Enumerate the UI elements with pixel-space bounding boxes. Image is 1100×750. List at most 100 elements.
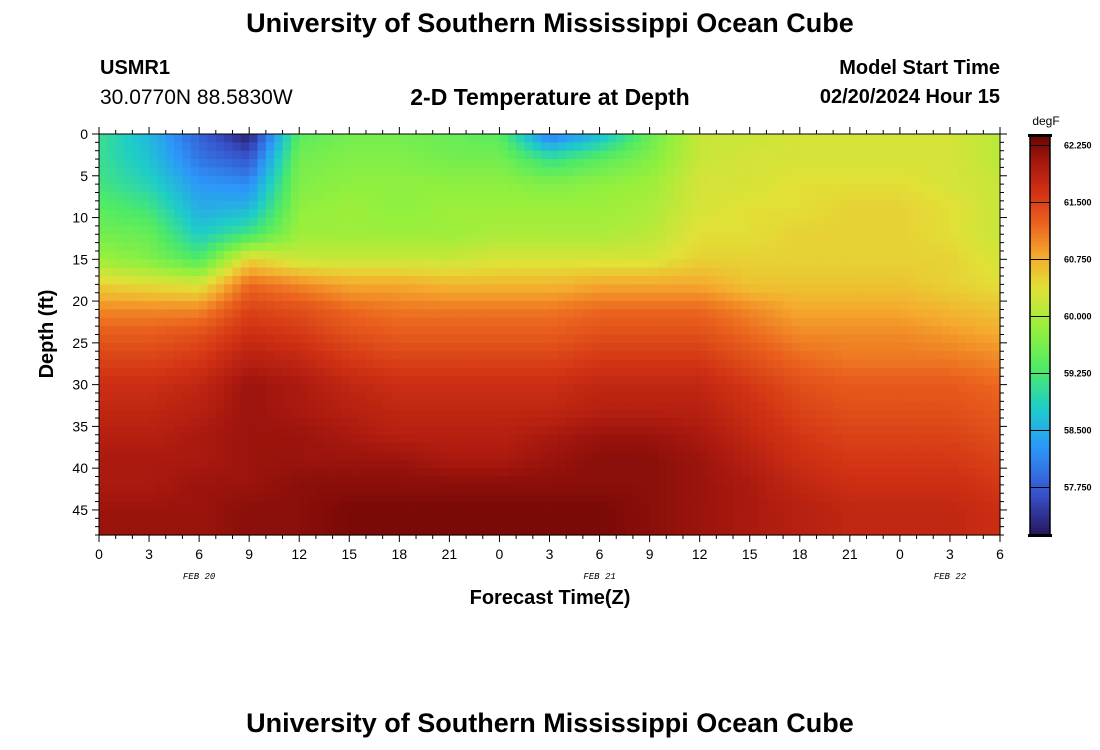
heatmap-cell [883,418,893,427]
heatmap-cell [899,326,909,336]
heatmap-cell [449,276,459,285]
heatmap-cell [516,501,526,511]
heatmap-cell [674,159,684,169]
heatmap-cell [190,468,200,478]
heatmap-cell [382,384,392,394]
heatmap-cell [616,301,626,311]
heatmap-cell [165,250,175,260]
heatmap-cell [390,184,400,194]
heatmap-cell [966,468,976,478]
heatmap-cell [949,301,959,311]
heatmap-cell [474,401,484,411]
heatmap-cell [424,267,434,277]
heatmap-cell [466,326,476,336]
heatmap-cell [674,217,684,227]
heatmap-cell [174,434,184,444]
heatmap-cell [449,509,459,519]
heatmap-cell [991,367,1001,377]
heatmap-cell [741,476,751,486]
heatmap-cell [791,267,801,277]
heatmap-cell [682,134,692,143]
heatmap-cell [799,501,809,511]
heatmap-cell [949,326,959,336]
heatmap-cell [799,468,809,478]
heatmap-cell [357,267,367,277]
heatmap-cell [449,384,459,394]
heatmap-cell [424,401,434,411]
heatmap-cell [824,217,834,227]
heatmap-cell [307,493,317,503]
heatmap-cell [407,359,417,369]
heatmap-cell [232,175,242,185]
heatmap-cell [365,342,375,352]
heatmap-cell [799,484,809,494]
heatmap-cell [557,276,567,285]
heatmap-cell [374,317,384,327]
heatmap-cell [157,284,167,294]
heatmap-cell [883,234,893,244]
heatmap-cell [416,284,425,294]
heatmap-cell [966,167,976,177]
heatmap-cell [716,484,726,494]
heatmap-cell [224,493,234,503]
heatmap-cell [282,334,292,344]
heatmap-cell [791,259,801,269]
heatmap-cell [257,200,267,210]
heatmap-cell [582,250,592,260]
heatmap-cell [958,292,968,302]
heatmap-cell [582,184,592,194]
heatmap-cell [474,476,484,486]
heatmap-cell [582,351,592,361]
heatmap-cell [566,209,576,219]
heatmap-cell [816,200,826,210]
heatmap-cell [624,484,634,494]
heatmap-cell [774,451,784,461]
heatmap-cell [808,359,818,369]
heatmap-cell [182,167,192,177]
heatmap-cell [799,443,809,453]
heatmap-cell [616,134,626,143]
heatmap-cell [232,209,242,219]
heatmap-cell [290,134,300,143]
heatmap-cell [240,409,250,419]
heatmap-cell [766,192,776,202]
heatmap-cell [199,326,209,336]
heatmap-cell [532,150,542,160]
heatmap-cell [290,142,300,152]
heatmap-cell [290,401,300,411]
heatmap-cell [799,359,809,369]
heatmap-cell [908,309,918,319]
heatmap-cell [874,326,884,336]
heatmap-cell [941,175,951,185]
heatmap-cell [224,409,234,419]
heatmap-cell [399,376,409,386]
heatmap-cell [799,150,809,160]
heatmap-cell [382,284,392,294]
heatmap-cell [215,267,225,277]
heatmap-cell [824,434,834,444]
heatmap-cell [157,367,167,377]
heatmap-cell [190,367,200,377]
heatmap-cell [340,493,350,503]
heatmap-cell [474,234,484,244]
heatmap-cell [432,451,442,461]
heatmap-cell [649,267,659,277]
heatmap-cell [315,159,325,169]
heatmap-cell [682,384,692,394]
heatmap-cell [582,217,592,227]
heatmap-cell [190,200,200,210]
heatmap-cell [257,484,267,494]
heatmap-cell [165,509,175,519]
heatmap-cell [866,150,876,160]
heatmap-cell [808,242,818,252]
heatmap-cell [324,142,334,152]
heatmap-cell [591,284,601,294]
heatmap-cell [482,134,492,143]
heatmap-cell [699,468,709,478]
heatmap-cell [390,434,400,444]
heatmap-cell [749,292,759,302]
heatmap-cell [858,459,868,469]
heatmap-cell [315,267,325,277]
heatmap-cell [899,434,909,444]
heatmap-cell [474,309,484,319]
